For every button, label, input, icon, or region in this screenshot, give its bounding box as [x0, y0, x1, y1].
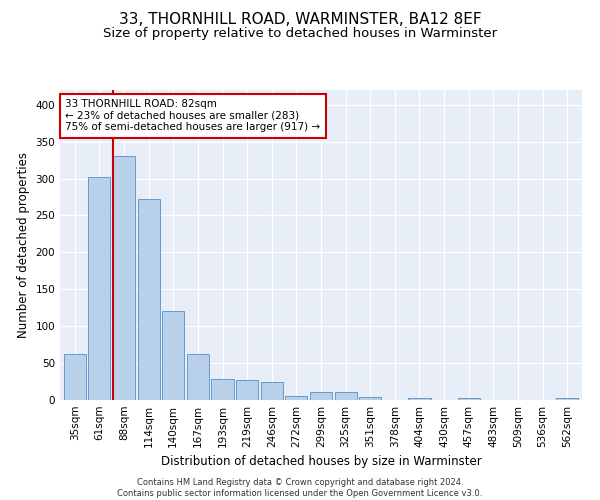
Bar	[335, 392, 357, 400]
Bar	[113, 156, 135, 400]
Text: 33, THORNHILL ROAD, WARMINSTER, BA12 8EF: 33, THORNHILL ROAD, WARMINSTER, BA12 8EF	[119, 12, 481, 28]
Text: Size of property relative to detached houses in Warminster: Size of property relative to detached ho…	[103, 28, 497, 40]
Bar	[64, 354, 86, 400]
Text: Contains HM Land Registry data © Crown copyright and database right 2024.
Contai: Contains HM Land Registry data © Crown c…	[118, 478, 482, 498]
Bar	[260, 382, 283, 400]
X-axis label: Distribution of detached houses by size in Warminster: Distribution of detached houses by size …	[161, 456, 481, 468]
Bar	[285, 396, 307, 400]
Bar	[310, 392, 332, 400]
Bar	[137, 199, 160, 400]
Y-axis label: Number of detached properties: Number of detached properties	[17, 152, 30, 338]
Bar	[162, 312, 184, 400]
Bar	[556, 398, 578, 400]
Bar	[236, 380, 258, 400]
Text: 33 THORNHILL ROAD: 82sqm
← 23% of detached houses are smaller (283)
75% of semi-: 33 THORNHILL ROAD: 82sqm ← 23% of detach…	[65, 100, 320, 132]
Bar	[409, 398, 431, 400]
Bar	[458, 398, 480, 400]
Bar	[187, 354, 209, 400]
Bar	[211, 380, 233, 400]
Bar	[88, 177, 110, 400]
Bar	[359, 397, 382, 400]
